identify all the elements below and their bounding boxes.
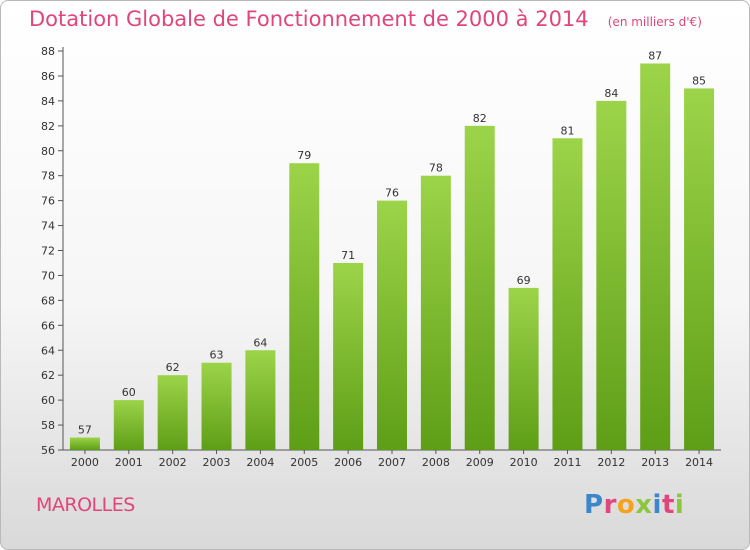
y-tick-label: 70	[41, 269, 55, 282]
y-tick-label: 86	[41, 70, 55, 83]
logo-letter: o	[616, 490, 636, 520]
logo-letter: P	[584, 490, 604, 520]
y-tick-label: 72	[41, 245, 55, 258]
bar-value-label: 71	[341, 249, 355, 262]
logo-letter: x	[635, 490, 653, 520]
x-tick-label: 2001	[115, 456, 143, 469]
title-block: Dotation Globale de Fonctionnement de 20…	[29, 7, 702, 31]
bar	[245, 350, 276, 450]
x-tick-label: 2009	[466, 456, 494, 469]
bar-value-label: 84	[604, 87, 618, 100]
bar-value-label: 57	[78, 424, 92, 437]
x-tick-label: 2005	[290, 456, 318, 469]
y-tick-label: 56	[41, 444, 55, 457]
bar	[596, 100, 627, 450]
x-tick-label: 2004	[246, 456, 274, 469]
bar	[640, 63, 671, 450]
proxiti-logo: Proxiti	[584, 490, 684, 520]
logo-letter: i	[674, 490, 685, 520]
y-tick-label: 78	[41, 170, 55, 183]
bar-value-label: 85	[692, 74, 706, 87]
bar	[464, 125, 495, 450]
y-tick-label: 82	[41, 120, 55, 133]
bar	[113, 400, 144, 450]
y-tick-label: 84	[41, 95, 55, 108]
bar-value-label: 87	[648, 49, 662, 62]
bar-value-label: 76	[385, 187, 399, 200]
x-tick-label: 2014	[685, 456, 713, 469]
y-tick-label: 76	[41, 195, 55, 208]
x-tick-label: 2011	[553, 456, 581, 469]
bar-value-label: 64	[253, 336, 267, 349]
bar	[201, 362, 232, 450]
y-tick-label: 80	[41, 145, 55, 158]
x-tick-label: 2013	[641, 456, 669, 469]
bar	[684, 88, 715, 450]
bar	[333, 262, 364, 450]
bar	[157, 375, 188, 450]
x-tick-label: 2003	[203, 456, 231, 469]
y-tick-label: 62	[41, 369, 55, 382]
bar	[377, 200, 407, 450]
x-tick-label: 2007	[378, 456, 406, 469]
chart-unit: (en milliers d'€)	[607, 15, 702, 29]
x-tick-label: 2006	[334, 456, 362, 469]
bar-value-label: 69	[517, 274, 531, 287]
bar-value-label: 78	[429, 162, 443, 175]
bar	[420, 175, 451, 450]
x-tick-label: 2008	[422, 456, 450, 469]
bar-value-label: 82	[473, 112, 487, 125]
x-tick-label: 2012	[597, 456, 625, 469]
y-tick-label: 60	[41, 394, 55, 407]
bar-value-label: 63	[210, 349, 224, 362]
chart-title: Dotation Globale de Fonctionnement de 20…	[29, 7, 589, 31]
y-tick-label: 68	[41, 294, 55, 307]
commune-name: MAROLLES	[36, 494, 135, 516]
logo-letter: i	[652, 490, 662, 520]
bar	[508, 287, 539, 450]
logo-letter: r	[603, 490, 617, 520]
y-tick-label: 64	[41, 344, 55, 357]
x-tick-label: 2002	[159, 456, 187, 469]
bar	[69, 437, 100, 450]
bar	[289, 163, 320, 450]
bar-value-label: 62	[166, 361, 180, 374]
x-tick-label: 2010	[510, 456, 538, 469]
y-tick-label: 58	[41, 419, 55, 432]
logo-letter: t	[661, 490, 675, 520]
bar-value-label: 60	[122, 386, 136, 399]
x-tick-label: 2000	[71, 456, 99, 469]
y-tick-label: 88	[41, 45, 55, 58]
y-tick-label: 74	[41, 220, 55, 233]
bar-value-label: 81	[560, 124, 574, 137]
y-tick-label: 66	[41, 319, 55, 332]
bar	[552, 138, 583, 450]
bar-value-label: 79	[297, 149, 311, 162]
